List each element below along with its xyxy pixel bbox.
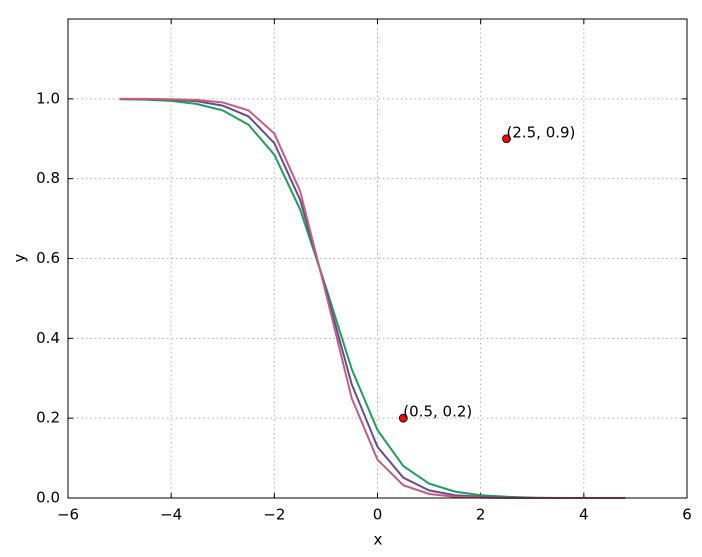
y-tick-label: 0.8: [36, 169, 60, 187]
y-tick-label: 0.4: [36, 329, 60, 347]
point-label: (0.5, 0.2): [403, 403, 472, 421]
point: [502, 134, 511, 144]
plot-frame: [67, 18, 688, 499]
y-axis-label: y: [11, 253, 29, 262]
x-tick-label: −6: [57, 506, 79, 524]
x-tick-label: −4: [160, 506, 182, 524]
x-tick-label: 2: [476, 506, 486, 524]
x-tick-label: 6: [682, 506, 692, 524]
series-line: [119, 97, 626, 499]
x-tick-label: 4: [579, 506, 589, 524]
point: [398, 413, 408, 423]
y-tick-label: 0.2: [36, 409, 60, 427]
series-line: [119, 98, 626, 499]
y-tick-label: 1.0: [36, 89, 60, 107]
x-axis-label: x: [374, 531, 383, 549]
series-line: [119, 97, 626, 499]
x-tick-label: −2: [263, 506, 285, 524]
x-tick-label: 0: [373, 506, 383, 524]
y-tick-label: 0.0: [36, 489, 60, 507]
y-tick-label: 0.6: [36, 249, 60, 267]
point-label: (2.5, 0.9): [506, 123, 575, 141]
